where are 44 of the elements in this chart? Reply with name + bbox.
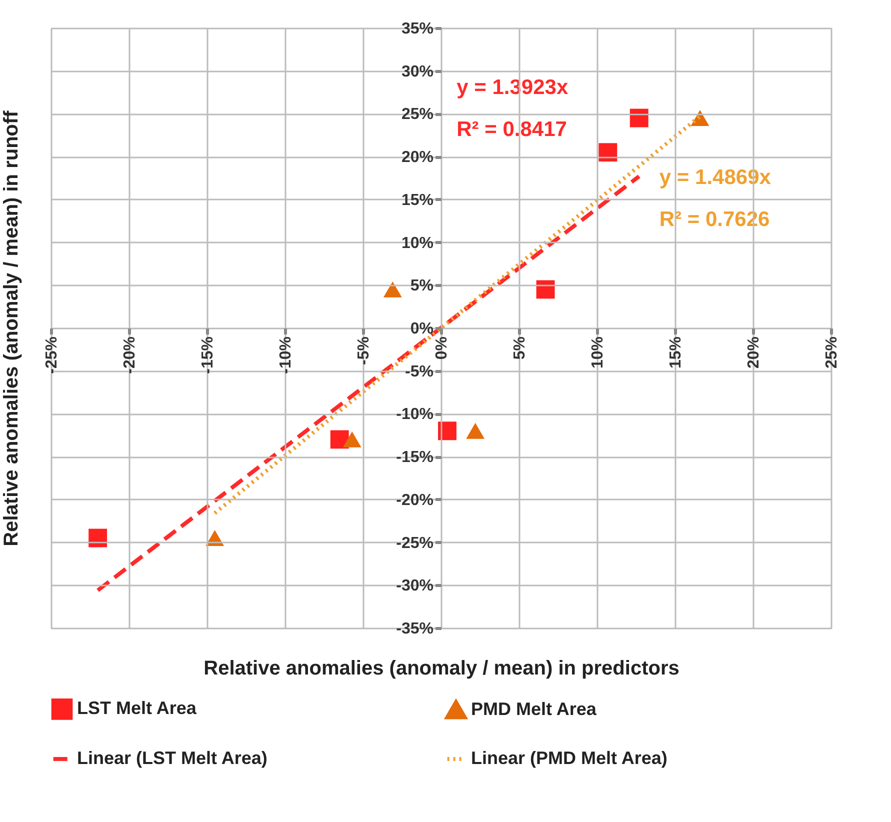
x-axis-title: Relative anomalies (anomaly / mean) in predictors (204, 658, 680, 680)
y-tick-label: -30% (396, 578, 434, 595)
y-axis-title: Relative anomalies (anomaly / mean) in runoff (0, 110, 22, 546)
y-tick-label: -20% (396, 492, 434, 509)
point (438, 422, 456, 440)
y-tick-label: 0% (410, 320, 434, 338)
point (598, 143, 618, 162)
legend-label: Linear (LST Melt Area) (77, 748, 268, 768)
point (330, 430, 349, 449)
point (466, 422, 485, 439)
annotation: y = 1.4869x (659, 166, 772, 189)
legend-label: PMD Melt Area (471, 698, 598, 719)
x-tick-label: -15% (200, 336, 216, 374)
y-tick-label: 5% (410, 278, 434, 295)
x-tick-label: 0% (434, 336, 450, 360)
y-tick-label: 10% (401, 234, 434, 252)
y-tick-label: -10% (396, 406, 434, 424)
point (630, 108, 648, 128)
annotation: R² = 0.7626 (659, 208, 770, 231)
x-tick-label: 15% (668, 336, 684, 369)
point (88, 528, 108, 548)
y-tick-label: -25% (396, 534, 434, 552)
x-tick-label: 10% (590, 336, 606, 369)
x-tick-label: 5% (512, 336, 528, 360)
y-tick-label: -15% (396, 449, 434, 466)
point (383, 281, 402, 298)
point (536, 280, 555, 299)
x-tick-label: 20% (746, 336, 762, 369)
legend-label: Linear (PMD Melt Area) (471, 748, 668, 768)
x-tick-label: -25% (44, 336, 60, 374)
y-tick-label: 35% (401, 20, 434, 38)
x-tick-label: 25% (824, 336, 840, 369)
point (342, 431, 362, 448)
x-tick-label: -5% (356, 336, 372, 365)
annotation: y = 1.3923x (456, 76, 568, 99)
x-tick-label: -20% (122, 336, 138, 374)
legend-label: LST Melt Area (77, 698, 198, 718)
y-tick-label: 20% (401, 149, 434, 166)
annotation: R² = 0.8417 (456, 118, 567, 141)
y-tick-label: 15% (401, 192, 434, 209)
y-tick-label: 25% (401, 106, 434, 124)
y-tick-label: -35% (396, 620, 434, 638)
x-tick-label: -10% (278, 336, 294, 374)
y-tick-label: 30% (401, 63, 434, 80)
